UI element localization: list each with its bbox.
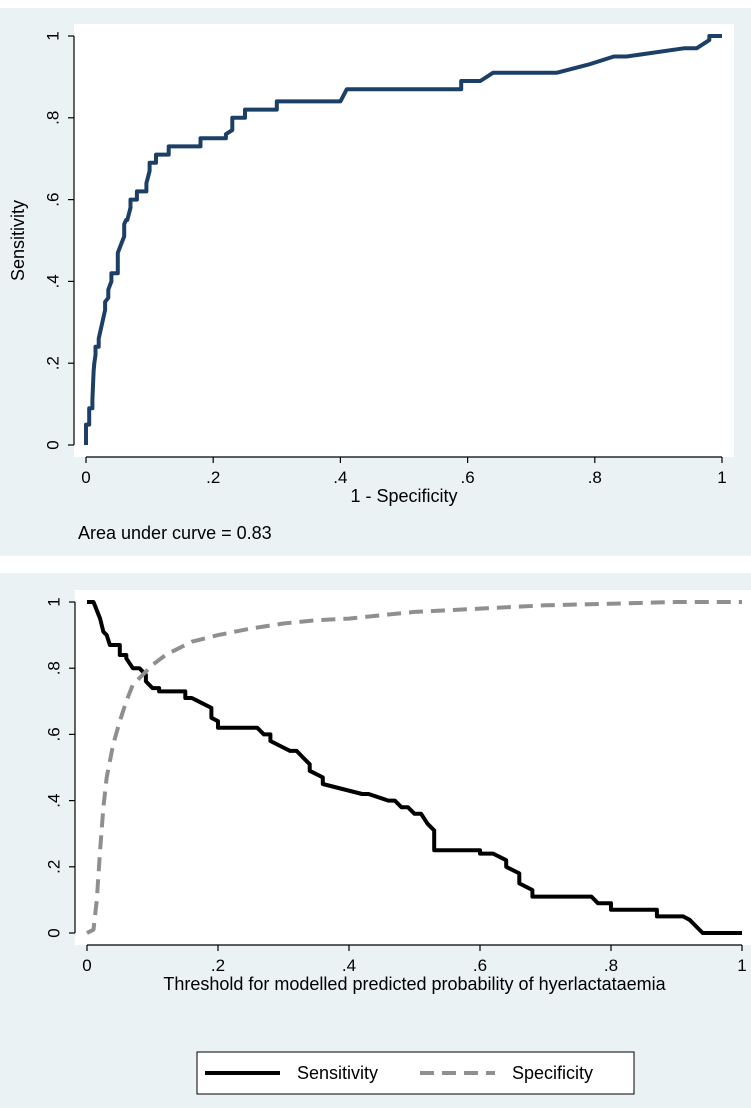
roc-curve-line <box>84 34 722 445</box>
plot-area <box>75 590 751 945</box>
y-tick-label: .4 <box>43 274 62 288</box>
y-tick-label: .2 <box>44 860 63 874</box>
roc-chart: 0 0 .2 .2 .4 .4 .6 .6 .8 .8 1 1 1 - Specificity Sensi… <box>8 24 734 543</box>
legend-label-specificity: Specificity <box>512 1063 593 1083</box>
y-tick-label: .6 <box>44 727 63 741</box>
y-axis-label: Sensitivity <box>8 200 28 281</box>
y-tick-label: .8 <box>44 661 63 675</box>
y-tick-label: .2 <box>43 356 62 370</box>
x-tick-label: .4 <box>342 956 356 975</box>
x-tick-label: .6 <box>461 468 475 487</box>
auc-annotation: Area under curve = 0.83 <box>78 523 272 543</box>
x-tick-label: .4 <box>333 468 347 487</box>
specificity-line <box>86 600 742 935</box>
legend-label-sensitivity: Sensitivity <box>297 1063 378 1083</box>
x-axis-label: Threshold for modelled predicted probabi… <box>163 974 666 994</box>
x-tick-label: .8 <box>604 956 618 975</box>
x-axis-label: 1 - Specificity <box>350 486 457 506</box>
x-tick-label: .2 <box>206 468 220 487</box>
plot-area <box>74 24 734 457</box>
x-tick-label: .6 <box>473 956 487 975</box>
sensitivity-line <box>87 600 742 935</box>
legend-box <box>196 1051 635 1095</box>
x-tick-label: .2 <box>211 956 225 975</box>
x-tick-label: 1 <box>717 468 726 487</box>
y-tick-label: 0 <box>43 440 62 449</box>
y-tick-label: .4 <box>44 794 63 808</box>
y-tick-label: 0 <box>44 928 63 937</box>
y-tick-label: 1 <box>43 31 62 40</box>
y-tick-label: .8 <box>43 111 62 125</box>
roc-panel: 0 0 .2 .2 .4 .4 .6 .6 .8 .8 1 1 1 - Specificity Sensi… <box>0 8 751 556</box>
x-tick-label: 0 <box>81 468 90 487</box>
y-tick-label: 1 <box>44 597 63 606</box>
x-tick-label: 1 <box>737 956 746 975</box>
x-tick-label: 0 <box>82 956 91 975</box>
threshold-panel: 0 0 .2 .2 .4 .4 .6 .6 .8 .8 1 1 Threshold for modell… <box>0 573 751 1108</box>
threshold-chart: 0 0 .2 .2 .4 .4 .6 .6 .8 .8 1 1 Threshold for modell… <box>44 590 751 1095</box>
x-tick-label: .8 <box>588 468 602 487</box>
y-tick-label: .6 <box>43 193 62 207</box>
